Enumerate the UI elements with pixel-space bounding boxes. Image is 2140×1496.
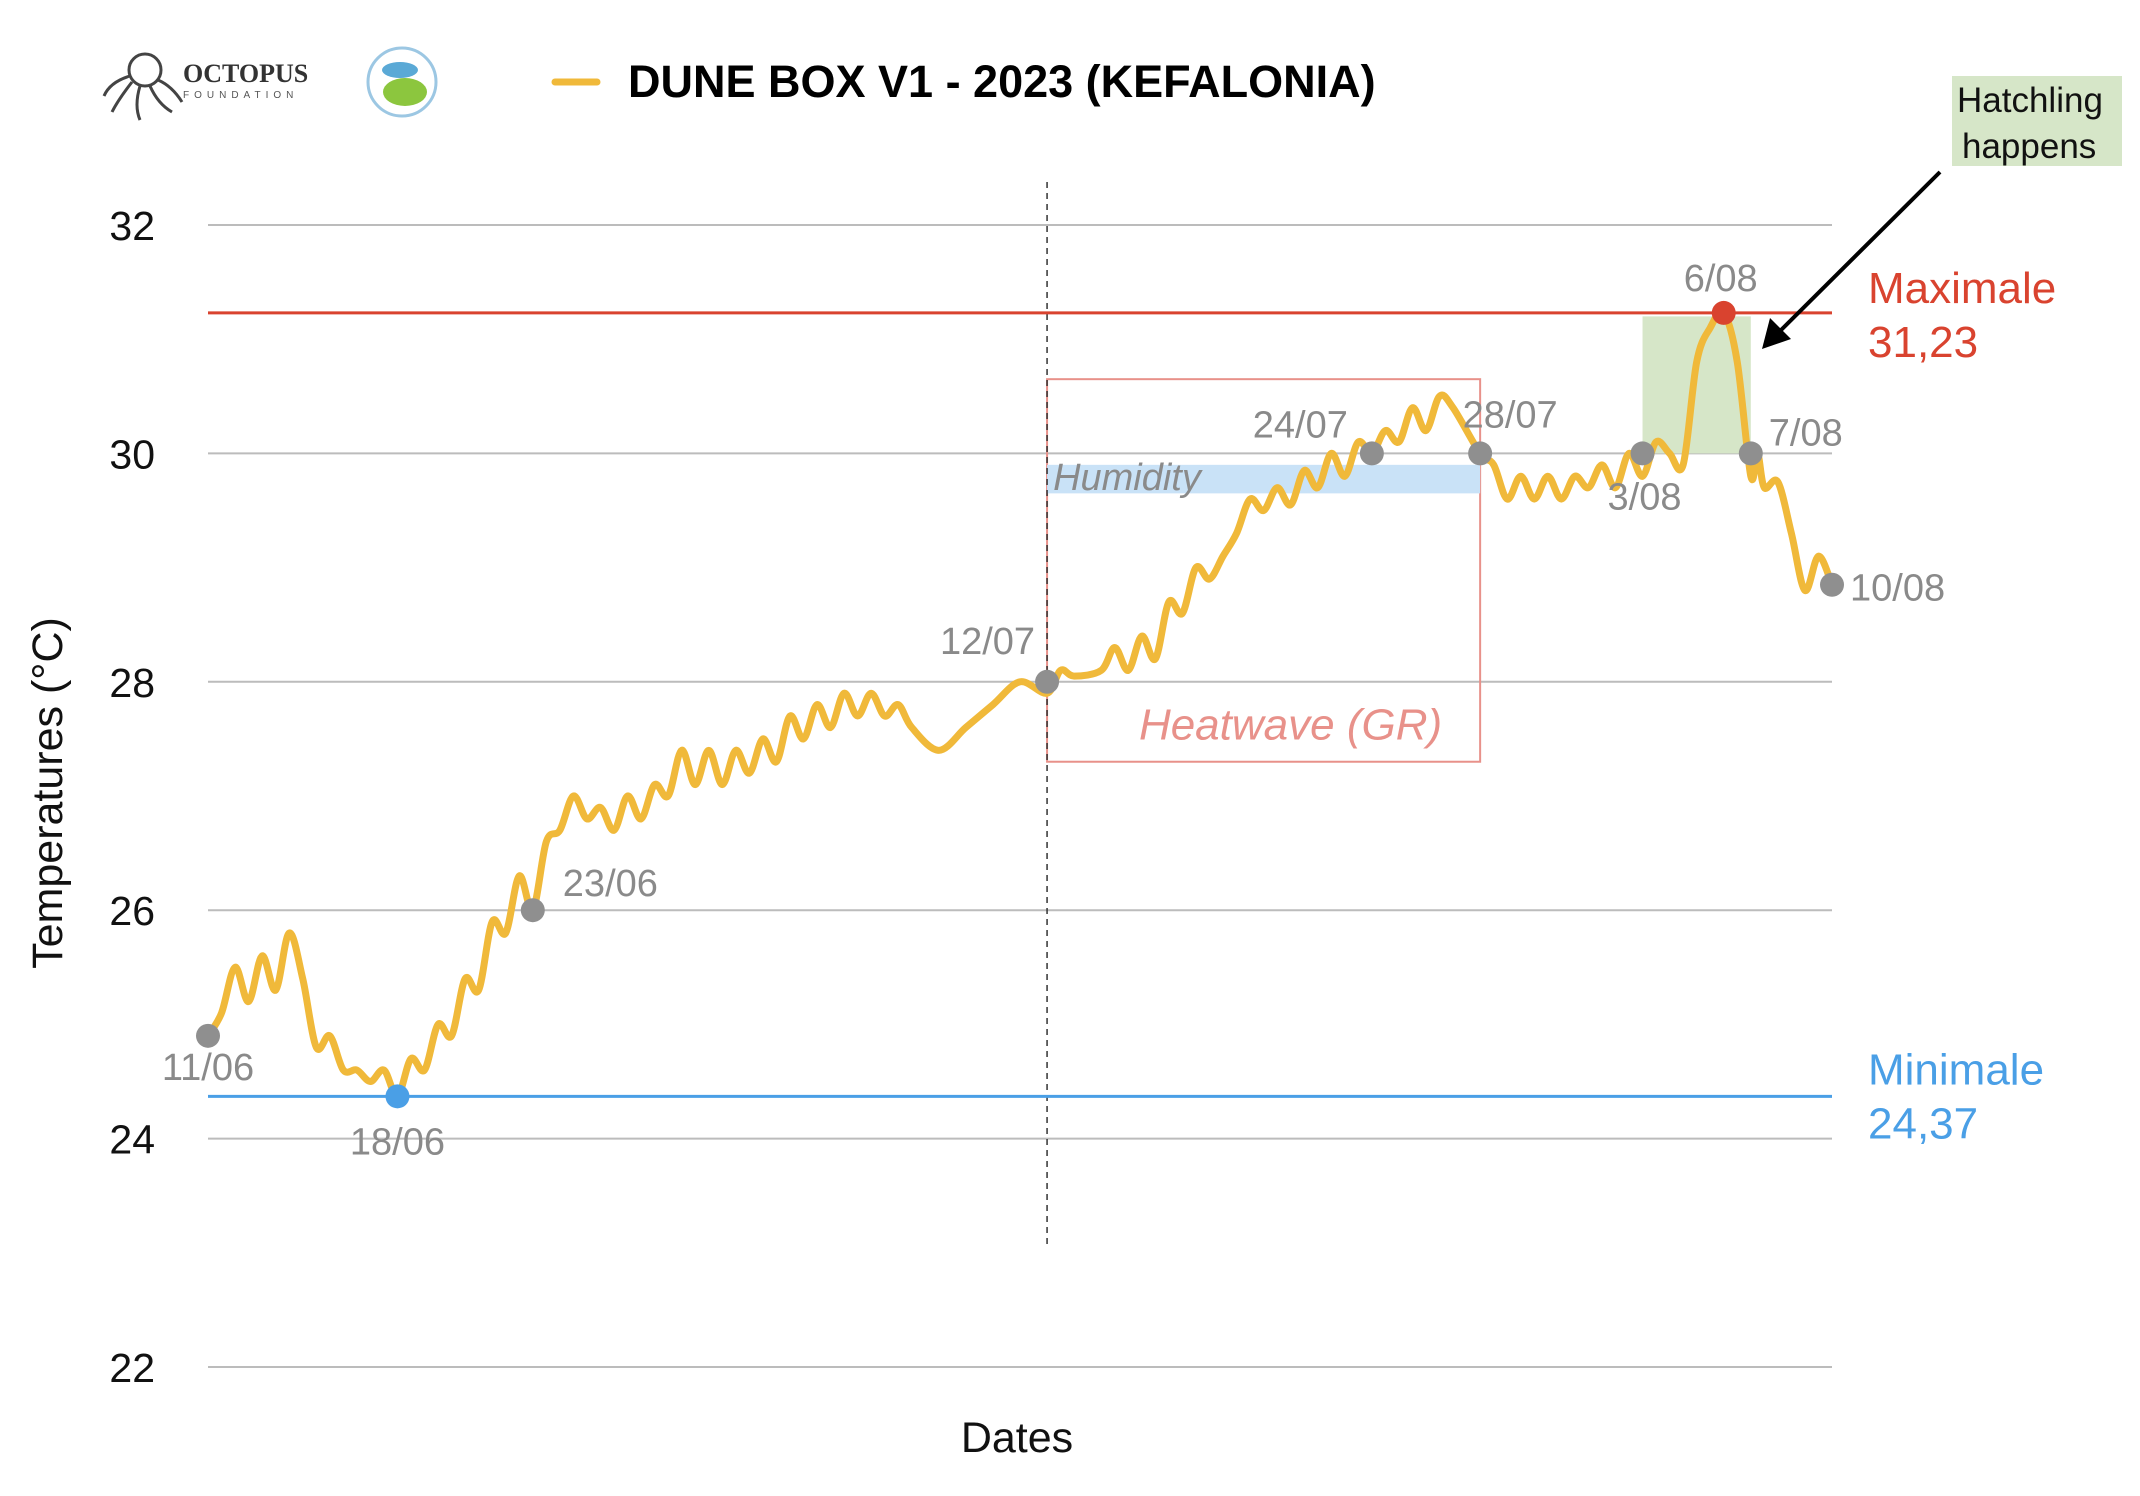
annotation-line-2: happens: [1962, 127, 2096, 166]
maximale-label: Maximale: [1868, 264, 2056, 313]
marker-label-23-06: 23/06: [563, 863, 658, 905]
y-tick-30: 30: [109, 431, 155, 477]
marker-6-08: [1711, 300, 1736, 325]
y-axis-label: Temperatures (°C): [24, 617, 72, 969]
wave-icon: [382, 62, 418, 78]
heatwave-label: Heatwave (GR): [1139, 701, 1442, 750]
y-tick-26: 26: [109, 888, 155, 934]
marker-label-24-07: 24/07: [1253, 404, 1348, 446]
marker-3-08: [1630, 441, 1655, 466]
markers: 11/06 18/06 23/06 12/07 24/07 28/07 3/08 6/08 7/…: [162, 258, 1945, 1163]
marker-11-06: [196, 1023, 220, 1048]
wildlife-logo-ring: [366, 46, 438, 118]
octopus-foundation-logo: OCTOPUS FOUNDATION: [102, 52, 308, 121]
y-tick-22: 22: [109, 1345, 155, 1391]
series-line-0: [204, 308, 1836, 1100]
series-layer: [204, 308, 1836, 1100]
marker-label-28-07: 28/07: [1463, 394, 1558, 436]
y-tick-28: 28: [109, 660, 155, 706]
grid: 22 24 26 28 30 32: [109, 203, 1832, 1391]
marker-label-10-08: 10/08: [1850, 568, 1945, 610]
regions: Heatwave (GR) Humidity: [1046, 182, 1751, 1245]
marker-label-3-08: 3/08: [1608, 476, 1682, 518]
annotation-arrow: [1774, 170, 1942, 337]
minimale-label: Minimale: [1868, 1045, 2044, 1094]
marker-23-06: [520, 898, 545, 923]
octopus-logo-text: OCTOPUS: [183, 59, 308, 88]
marker-12-07: [1035, 669, 1060, 694]
reference-lines: Maximale 31,23 Minimale 24,37: [208, 264, 2056, 1148]
marker-label-18-06: 18/06: [350, 1121, 445, 1163]
marker-label-7-08: 7/08: [1769, 412, 1843, 454]
annotation-box: [1952, 76, 2122, 166]
x-axis-label: Dates: [961, 1414, 1073, 1462]
turtle-icon: [383, 78, 427, 106]
marker-label-11-06: 11/06: [162, 1047, 254, 1089]
minimale-value: 24,37: [1868, 1099, 1978, 1148]
wildlife-sense-logo: [366, 46, 438, 118]
annotation-arrowhead: [1762, 318, 1791, 349]
marker-28-07: [1468, 441, 1493, 466]
marker-18-06: [385, 1084, 410, 1109]
annotation-line-1: Hatchling: [1957, 81, 2103, 120]
y-tick-32: 32: [109, 203, 155, 249]
octopus-logo-subtext: FOUNDATION: [183, 90, 298, 101]
humidity-label: Humidity: [1053, 457, 1203, 499]
marker-label-6-08: 6/08: [1684, 258, 1758, 300]
marker-24-07: [1359, 441, 1384, 466]
maximale-value: 31,23: [1868, 318, 1978, 367]
octopus-icon: [102, 52, 184, 121]
chart-title: DUNE BOX V1 - 2023 (KEFALONIA): [628, 56, 1376, 107]
hatchling-annotation: Hatchling happens: [1762, 76, 2122, 349]
marker-7-08: [1738, 441, 1763, 466]
humidity-band: [1047, 464, 1481, 494]
marker-10-08: [1820, 572, 1844, 597]
y-tick-24: 24: [109, 1117, 155, 1163]
marker-label-12-07: 12/07: [940, 621, 1035, 663]
